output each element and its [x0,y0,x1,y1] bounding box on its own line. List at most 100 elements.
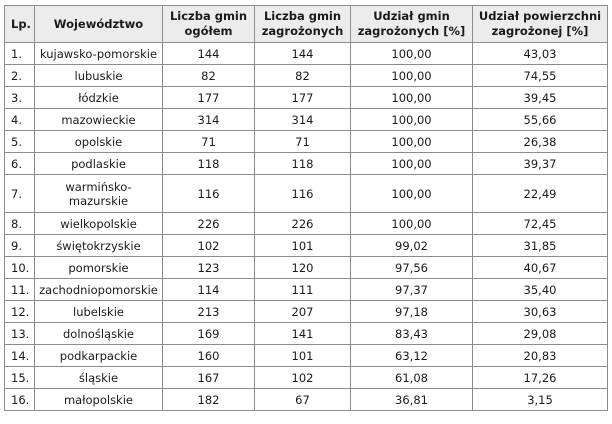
cell-lp: 8. [4,212,35,235]
cell-lp: 4. [4,108,35,131]
cell-share: 100,00 [350,64,473,87]
cell-threatened: 111 [254,278,351,301]
header-total: Liczba gmin ogółem [162,5,255,43]
table-row: 4. mazowieckie 314 314 100,00 55,66 [4,108,608,131]
cell-share: 100,00 [350,86,473,109]
cell-lp: 13. [4,322,35,345]
cell-threatened: 116 [254,174,351,213]
cell-total: 114 [162,278,255,301]
cell-threatened: 67 [254,388,351,411]
cell-area-share: 29,08 [472,322,608,345]
cell-share: 63,12 [350,344,473,367]
table-row: 14. podkarpackie 160 101 63,12 20,83 [4,344,608,367]
cell-lp: 2. [4,64,35,87]
cell-lp: 6. [4,152,35,175]
cell-share: 97,37 [350,278,473,301]
cell-area-share: 40,67 [472,256,608,279]
cell-area-share: 39,45 [472,86,608,109]
cell-threatened: 177 [254,86,351,109]
cell-total: 182 [162,388,255,411]
cell-total: 82 [162,64,255,87]
header-threatened: Liczba gmin zagrożonych [254,5,351,43]
cell-threatened: 101 [254,234,351,257]
cell-total: 118 [162,152,255,175]
cell-share: 97,18 [350,300,473,323]
cell-voivodeship: podlaskie [34,152,163,175]
table-row: 6. podlaskie 118 118 100,00 39,37 [4,152,608,175]
cell-total: 144 [162,42,255,65]
cell-share: 100,00 [350,42,473,65]
table-row: 8. wielkopolskie 226 226 100,00 72,45 [4,212,608,235]
cell-total: 160 [162,344,255,367]
cell-total: 102 [162,234,255,257]
table-row: 7. warmińsko-mazurskie 116 116 100,00 22… [4,174,608,213]
cell-share: 100,00 [350,174,473,213]
cell-voivodeship: lubelskie [34,300,163,323]
cell-total: 167 [162,366,255,389]
table-row: 1. kujawsko-pomorskie 144 144 100,00 43,… [4,42,608,65]
cell-share: 97,56 [350,256,473,279]
cell-threatened: 118 [254,152,351,175]
cell-area-share: 55,66 [472,108,608,131]
cell-lp: 12. [4,300,35,323]
table-row: 16. małopolskie 182 67 36,81 3,15 [4,388,608,411]
table-body: 1. kujawsko-pomorskie 144 144 100,00 43,… [4,42,608,411]
cell-total: 123 [162,256,255,279]
table-row: 10. pomorskie 123 120 97,56 40,67 [4,256,608,279]
cell-voivodeship: kujawsko-pomorskie [34,42,163,65]
cell-total: 226 [162,212,255,235]
cell-threatened: 226 [254,212,351,235]
cell-threatened: 120 [254,256,351,279]
cell-total: 71 [162,130,255,153]
table-row: 5. opolskie 71 71 100,00 26,38 [4,130,608,153]
cell-voivodeship: warmińsko-mazurskie [34,174,163,213]
cell-lp: 10. [4,256,35,279]
cell-lp: 16. [4,388,35,411]
cell-threatened: 102 [254,366,351,389]
cell-voivodeship: zachodniopomorskie [34,278,163,301]
cell-share: 83,43 [350,322,473,345]
cell-area-share: 39,37 [472,152,608,175]
cell-lp: 1. [4,42,35,65]
cell-area-share: 3,15 [472,388,608,411]
table-row: 3. łódzkie 177 177 100,00 39,45 [4,86,608,109]
cell-area-share: 30,63 [472,300,608,323]
table-row: 2. lubuskie 82 82 100,00 74,55 [4,64,608,87]
table-row: 12. lubelskie 213 207 97,18 30,63 [4,300,608,323]
cell-voivodeship: pomorskie [34,256,163,279]
cell-threatened: 144 [254,42,351,65]
cell-voivodeship: wielkopolskie [34,212,163,235]
data-table: Lp. Województwo Liczba gmin ogółem Liczb… [4,5,608,411]
cell-area-share: 74,55 [472,64,608,87]
cell-share: 100,00 [350,108,473,131]
cell-lp: 9. [4,234,35,257]
table-row: 11. zachodniopomorskie 114 111 97,37 35,… [4,278,608,301]
cell-area-share: 17,26 [472,366,608,389]
cell-lp: 14. [4,344,35,367]
header-voivodeship: Województwo [34,5,163,43]
cell-area-share: 72,45 [472,212,608,235]
cell-voivodeship: podkarpackie [34,344,163,367]
cell-voivodeship: śląskie [34,366,163,389]
cell-total: 169 [162,322,255,345]
cell-threatened: 101 [254,344,351,367]
header-row: Lp. Województwo Liczba gmin ogółem Liczb… [4,5,608,43]
cell-threatened: 82 [254,64,351,87]
cell-area-share: 22,49 [472,174,608,213]
header-lp: Lp. [4,5,35,43]
table-row: 15. śląskie 167 102 61,08 17,26 [4,366,608,389]
cell-lp: 15. [4,366,35,389]
cell-share: 61,08 [350,366,473,389]
cell-lp: 11. [4,278,35,301]
header-area-share: Udział powierzchni zagrożonej [%] [472,5,608,43]
table-row: 13. dolnośląskie 169 141 83,43 29,08 [4,322,608,345]
cell-lp: 3. [4,86,35,109]
cell-threatened: 207 [254,300,351,323]
cell-area-share: 26,38 [472,130,608,153]
table-row: 9. świętokrzyskie 102 101 99,02 31,85 [4,234,608,257]
cell-area-share: 35,40 [472,278,608,301]
cell-voivodeship: dolnośląskie [34,322,163,345]
cell-share: 36,81 [350,388,473,411]
cell-area-share: 43,03 [472,42,608,65]
cell-lp: 5. [4,130,35,153]
